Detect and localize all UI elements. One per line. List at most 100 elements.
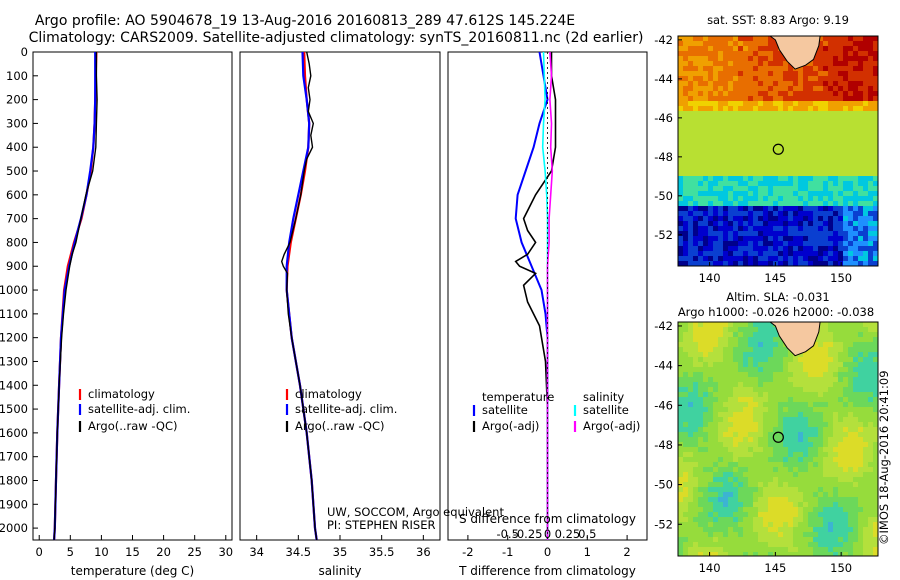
map-x-tick-label: 140 <box>699 561 721 575</box>
map-y-tick-label: -48 <box>654 438 673 452</box>
x-tick-label: 0 <box>544 545 551 559</box>
x-tick-label: 0 <box>36 545 43 559</box>
figure-title-line2: Climatology: CARS2009. Satellite-adjuste… <box>29 30 644 46</box>
x-tick-label: -2 <box>462 545 473 559</box>
series-line-1 <box>53 51 98 541</box>
map-y-tick-label: -50 <box>654 189 673 203</box>
legend-label: climatology <box>88 387 155 401</box>
series-line-1 <box>285 51 318 541</box>
x-axis-label: T difference from climatology <box>458 564 636 578</box>
depth-tick-label: 1900 <box>0 497 28 511</box>
map-y-tick-label: -48 <box>654 150 673 164</box>
map-x-tick-label: 145 <box>764 561 786 575</box>
x-tick-label: 36 <box>416 545 431 559</box>
legend-label: climatology <box>295 387 362 401</box>
map-x-tick-label: 150 <box>830 271 852 285</box>
x-tick-label: 34 <box>249 545 264 559</box>
depth-tick-label: 0 <box>21 45 28 59</box>
upper-x-tick-label: 0.25 <box>555 527 581 541</box>
map-frame <box>677 35 879 267</box>
legend-title-salinity: salinity <box>583 390 624 404</box>
argo-float-marker <box>772 431 784 443</box>
depth-tick-label: 1000 <box>0 283 28 297</box>
depth-tick-label: 1200 <box>0 331 28 345</box>
map-x-tick-label: 145 <box>764 271 786 285</box>
map-y-tick-label: -52 <box>654 517 673 531</box>
depth-tick-label: 500 <box>6 164 28 178</box>
legend-label: Argo(..raw -QC) <box>88 419 178 433</box>
legend-label: satellite-adj. clim. <box>88 402 190 416</box>
x-tick-label: 15 <box>125 545 140 559</box>
sla-map-title-line1: Altim. SLA: -0.031 <box>726 290 830 304</box>
depth-tick-label: 100 <box>6 69 28 83</box>
map-y-tick-label: -46 <box>654 111 673 125</box>
x-tick-label: 20 <box>156 545 171 559</box>
legend-label: Argo(-adj) <box>583 419 640 433</box>
legend-label: Argo(..raw -QC) <box>295 419 385 433</box>
sst-map-field <box>678 36 878 266</box>
upper-x-tick-label: 0.5 <box>578 527 596 541</box>
map-y-tick-label: -42 <box>654 319 673 333</box>
depth-tick-label: 900 <box>6 259 28 273</box>
depth-tick-label: 700 <box>6 212 28 226</box>
upper-x-tick-label: -0.25 <box>513 527 543 541</box>
map-x-tick-label: 150 <box>830 561 852 575</box>
series-line-2 <box>53 52 97 541</box>
depth-tick-label: 1800 <box>0 473 28 487</box>
series-line-2 <box>514 52 557 540</box>
depth-tick-label: 200 <box>6 93 28 107</box>
map-frame <box>677 321 879 557</box>
depth-tick-label: 2000 <box>0 521 28 535</box>
sla-map-title-line2: Argo h1000: -0.026 h2000: -0.038 <box>678 305 874 319</box>
upper-x-tick-label: 0 <box>544 527 551 541</box>
legend-title-temperature: temperature <box>482 390 554 404</box>
x-tick-label: 5 <box>67 545 74 559</box>
depth-tick-label: 300 <box>6 116 28 130</box>
figure-title-line1: Argo profile: AO 5904678_19 13-Aug-2016 … <box>35 13 575 29</box>
x-axis-label: salinity <box>318 564 361 578</box>
depth-tick-label: 1100 <box>0 307 28 321</box>
legend-label: satellite-adj. clim. <box>295 402 397 416</box>
depth-tick-label: 1700 <box>0 450 28 464</box>
series-line-3 <box>280 51 318 541</box>
x-tick-label: 35 <box>333 545 348 559</box>
depth-tick-label: 400 <box>6 140 28 154</box>
x-tick-label: 34.5 <box>286 545 312 559</box>
depth-tick-label: 1300 <box>0 354 28 368</box>
x-tick-label: 1 <box>584 545 591 559</box>
sst-map-title: sat. SST: 8.83 Argo: 9.19 <box>707 13 849 27</box>
profile-panel-frame <box>239 51 441 541</box>
map-y-tick-label: -46 <box>654 398 673 412</box>
x-tick-label: 30 <box>218 545 233 559</box>
depth-tick-label: 600 <box>6 188 28 202</box>
upper-x-axis-label: S difference from climatology <box>459 512 636 526</box>
depth-tick-label: 800 <box>6 235 28 249</box>
map-x-tick-label: 140 <box>699 271 721 285</box>
series-line-3 <box>53 52 98 541</box>
map-y-tick-label: -44 <box>654 72 673 86</box>
series-line-2 <box>285 51 318 541</box>
upper-x-tick-label: -0.5 <box>496 527 518 541</box>
x-tick-label: 2 <box>623 545 630 559</box>
x-tick-label: 10 <box>94 545 109 559</box>
map-y-tick-label: -44 <box>654 359 673 373</box>
series-line-4 <box>546 51 554 540</box>
sla-map-field <box>678 322 878 556</box>
argo-float-marker <box>772 143 784 155</box>
map-y-tick-label: -52 <box>654 228 673 242</box>
depth-tick-label: 1600 <box>0 426 28 440</box>
map-y-tick-label: -50 <box>654 478 673 492</box>
legend-label: Argo(-adj) <box>482 419 539 433</box>
tasmania-landmass <box>768 35 821 70</box>
depth-tick-label: 1400 <box>0 378 28 392</box>
annotation-line1: UW, SOCCOM, Argo equivalent <box>327 505 504 519</box>
tasmania-landmass <box>768 321 821 357</box>
x-axis-label: temperature (deg C) <box>71 564 194 578</box>
legend-label: satellite <box>583 403 629 417</box>
imos-watermark: ©IMOS 18-Aug-2016 20:41:09 <box>877 370 891 545</box>
depth-tick-label: 1500 <box>0 402 28 416</box>
map-y-tick-label: -42 <box>654 33 673 47</box>
x-tick-label: -1 <box>502 545 513 559</box>
x-tick-label: 35.5 <box>369 545 395 559</box>
